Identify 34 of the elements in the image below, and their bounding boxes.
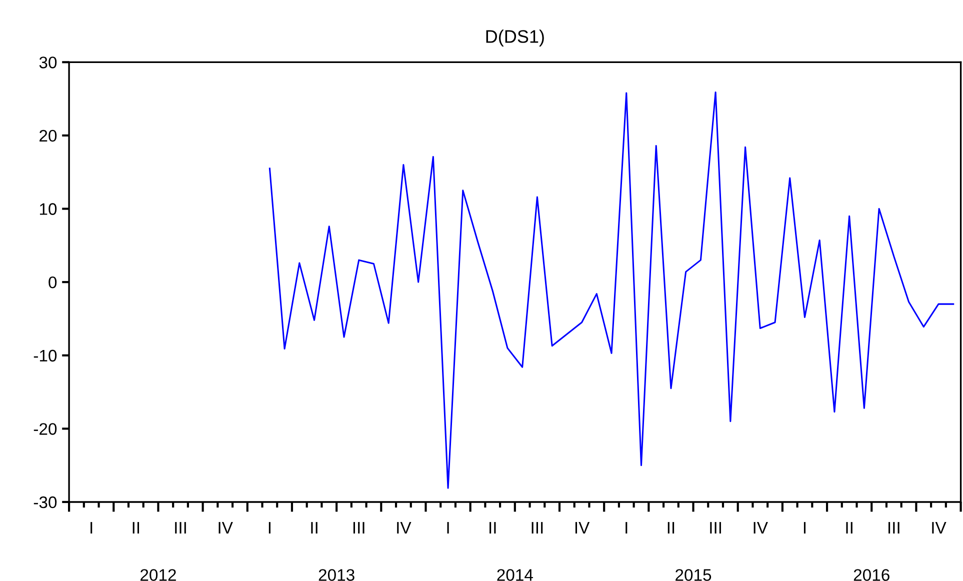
x-tick-label: II [668, 522, 674, 534]
x-tick-label: III [532, 522, 543, 534]
y-tick-label: 30 [39, 56, 57, 68]
x-tick-label: I [626, 522, 628, 534]
x-tick-label: IV [397, 522, 412, 534]
y-tick-label: 0 [48, 276, 57, 288]
text: 2015 [676, 569, 712, 581]
text: 2016 [854, 569, 890, 581]
text: 2013 [318, 569, 354, 581]
line-series [268, 91, 954, 489]
x-tick-label: I [447, 522, 449, 534]
x-tick-label: IV [754, 522, 768, 534]
x-tick-label: IV [932, 522, 946, 534]
x-tick-label: IV [575, 522, 590, 534]
chart-title: D(DS1) [486, 30, 544, 46]
text: 2012 [140, 569, 176, 581]
y-tick-label: -10 [34, 350, 57, 362]
y-tick-label: -20 [34, 423, 57, 435]
x-tick-label: III [353, 522, 364, 534]
y-tick-label: 20 [40, 130, 57, 142]
x-tick-label: III [710, 522, 721, 534]
y-tick-label: 10 [40, 203, 57, 215]
x-tick-label: II [846, 522, 852, 534]
x-tick-label: III [888, 522, 900, 534]
x-tick-label: II [490, 522, 496, 534]
x-tick-label: I [90, 522, 92, 534]
x-tick-label: IV [218, 522, 233, 534]
x-tick-label: III [175, 522, 186, 534]
x-tick-label: I [804, 522, 806, 534]
text: 2014 [497, 569, 533, 581]
y-tick-label: -30 [34, 496, 57, 508]
x-tick-label: II [132, 522, 140, 534]
x-tick-label: I [268, 522, 270, 534]
x-tick-label: II [311, 522, 318, 534]
